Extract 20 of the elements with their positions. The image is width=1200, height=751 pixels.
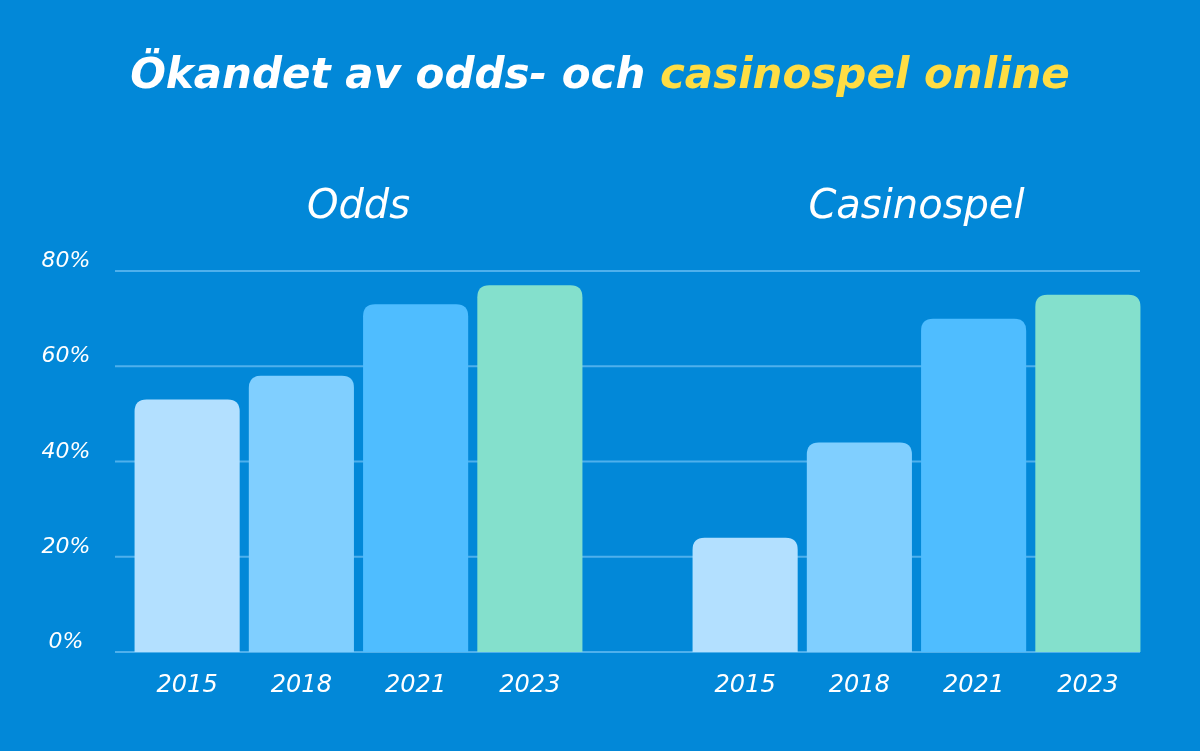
x-tick-label: 2015 [714, 670, 776, 698]
x-tick-label: 2018 [828, 670, 890, 698]
x-tick-label: 2021 [385, 670, 447, 698]
chart-title: Ökandet av odds- och casinospel online [130, 48, 1070, 98]
y-tick-label: 40% [41, 437, 91, 463]
bar [1035, 294, 1141, 652]
x-tick-label: 2021 [943, 670, 1005, 698]
x-tick-label: 2023 [499, 670, 561, 698]
x-tick-label: 2018 [270, 670, 332, 698]
y-tick-label: 20% [41, 532, 91, 558]
y-tick-label: 80% [41, 247, 91, 272]
y-tick-label: 60% [41, 342, 91, 368]
chart-subtitle: Casinospel [808, 181, 1025, 227]
y-tick-label: 0% [48, 628, 84, 653]
chart-subtitle: Odds [306, 181, 411, 227]
x-tick-label: 2023 [1057, 670, 1119, 698]
bar [806, 442, 912, 652]
bar [692, 537, 798, 652]
x-tick-label: 2015 [156, 670, 218, 698]
bar [921, 318, 1027, 652]
